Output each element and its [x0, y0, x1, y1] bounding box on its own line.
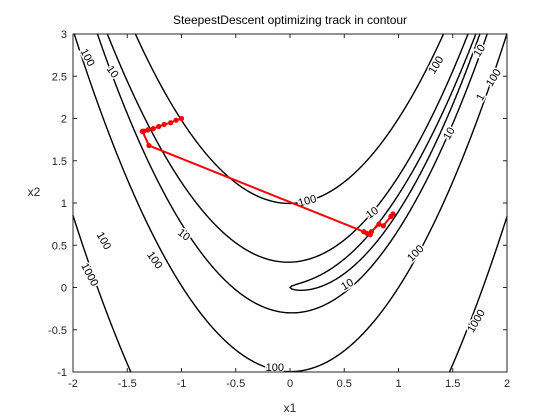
track-point: [173, 117, 179, 123]
x-tick-label: -0.5: [226, 378, 245, 390]
track-point: [156, 123, 162, 130]
x-tick-label: -1.5: [118, 378, 137, 390]
track-point: [168, 120, 174, 126]
x-tick-label: -2: [68, 378, 78, 390]
contour-lines: [72, 33, 508, 373]
y-tick-label: -1: [57, 367, 67, 379]
track-point: [146, 142, 152, 149]
y-tick-label: 0.5: [52, 240, 67, 252]
optimization-track: [139, 115, 396, 238]
track-point: [380, 223, 386, 229]
contour-level-1000: [72, 214, 508, 373]
y-tick-label: 3: [61, 29, 67, 41]
x-tick-label: 2: [504, 378, 510, 390]
contour-level-10: [96, 33, 488, 314]
contour-level-1: [289, 33, 481, 291]
y-tick-label: 2: [61, 114, 67, 126]
y-tick-label: 2.5: [52, 71, 67, 83]
contour-level-100: [73, 33, 508, 373]
x-tick-label: 0.5: [337, 378, 352, 390]
y-tick-label: 1.5: [52, 156, 67, 168]
track-point: [178, 115, 185, 122]
x-axis-label: x1: [284, 401, 297, 415]
track-point: [161, 121, 167, 128]
x-tick-label: 1: [395, 378, 401, 390]
track-point: [139, 128, 146, 134]
x-tick-label: 0: [287, 378, 293, 390]
axis-ticks: -2 -1.5 -1 -0.5 0 0.5 1 1.5 2 -1 -0.5 0 0.5 1 1.5 2 2.5 3: [48, 29, 510, 390]
y-tick-label: 0: [61, 283, 67, 295]
y-tick-label: 1: [61, 198, 67, 210]
x-tick-label: -1: [177, 378, 187, 390]
track-point: [368, 229, 374, 235]
track-point: [376, 221, 382, 227]
y-tick-label: -0.5: [48, 325, 67, 337]
y-axis-label: x2: [28, 185, 41, 199]
track-point: [390, 211, 396, 217]
chart-title: SteepestDescent optimizing track in cont…: [173, 13, 407, 27]
track-point: [150, 126, 156, 132]
x-tick-label: 1.5: [445, 378, 460, 390]
